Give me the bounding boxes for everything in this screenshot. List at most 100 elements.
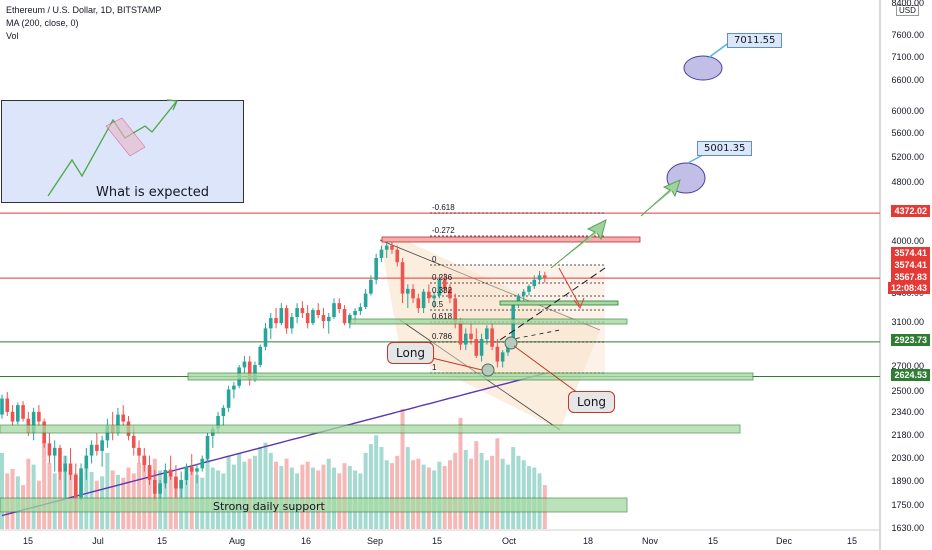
price-tick: 8400.00 <box>891 0 924 8</box>
candle-body <box>300 308 305 314</box>
candle-body <box>137 447 141 456</box>
descending-channel-fill <box>380 238 600 430</box>
price-tick: 4800.00 <box>891 177 924 188</box>
candle-body <box>174 476 178 489</box>
candle-body <box>363 293 368 308</box>
fib-level-label: 0.236 <box>432 273 453 282</box>
candle-body <box>437 279 442 296</box>
volume-bar <box>242 461 247 529</box>
volume-bar <box>442 466 447 529</box>
candle-body <box>311 310 315 324</box>
volume-bar <box>237 452 242 529</box>
price-tick: 2180.00 <box>891 429 924 440</box>
candle-body <box>279 308 284 324</box>
long-label-2: Long <box>568 391 616 413</box>
volume-bar <box>495 438 500 529</box>
volume-bar <box>521 460 526 529</box>
candle-body <box>0 398 4 415</box>
candle-body <box>189 466 194 472</box>
volume-bar <box>84 466 89 529</box>
time-tick: Nov <box>641 536 659 546</box>
price-tick: 2500.00 <box>891 386 924 397</box>
volume-bar <box>469 458 474 529</box>
volume-bar <box>347 466 352 529</box>
candle-body <box>253 365 257 380</box>
candle-body <box>258 346 263 366</box>
candle-body <box>179 479 183 489</box>
drawings-layer <box>0 41 754 513</box>
volume-bar <box>147 466 152 529</box>
projection-line-2 <box>507 329 561 341</box>
candle-body <box>395 249 400 263</box>
candle-body <box>358 307 363 312</box>
fib-level-label: 0.5 <box>432 300 444 309</box>
touch-marker-1 <box>481 363 495 377</box>
volume-bar <box>384 460 389 529</box>
candle-body <box>543 275 547 279</box>
up-arrow-1 <box>550 219 607 269</box>
candle-body <box>458 323 463 345</box>
candle-body <box>490 328 494 347</box>
price-tick: 7100.00 <box>891 51 924 62</box>
candle-body <box>73 474 78 498</box>
candle-body <box>142 455 147 466</box>
time-tick: Sep <box>366 536 384 546</box>
volume-bar <box>453 452 458 529</box>
price-tick: 4000.00 <box>891 235 924 246</box>
long-label-1: Long <box>387 342 435 364</box>
volume-bar <box>263 442 268 529</box>
candle-body <box>495 346 500 362</box>
volume-bar <box>268 452 273 529</box>
price-label: 2923.73 <box>891 334 930 346</box>
candles-layer <box>0 239 547 512</box>
target-callout-7000: 7011.55 <box>727 33 783 48</box>
target-callout-5000: 5001.35 <box>697 141 753 156</box>
fib-level-label: 0.382 <box>432 286 453 295</box>
down-arrowhead <box>573 297 585 310</box>
ma-legend[interactable]: MA (200, close, 0) <box>6 18 79 28</box>
time-tick: 15 <box>431 536 443 546</box>
candle-body <box>31 411 36 433</box>
candle-body <box>16 405 20 422</box>
volume-bar <box>105 452 110 529</box>
volume-bar <box>42 441 47 529</box>
candle-body <box>321 315 326 322</box>
candle-body <box>463 333 468 345</box>
volume-legend[interactable]: Vol <box>6 31 19 41</box>
fib-level-label: 1 <box>432 363 437 372</box>
price-tick: 1890.00 <box>891 475 924 486</box>
volume-bar <box>31 464 36 529</box>
volume-bar <box>379 447 384 529</box>
candle-body <box>432 295 436 299</box>
fib-level-label: -0.272 <box>432 226 455 235</box>
volume-bar <box>142 455 147 529</box>
volume-bar <box>490 455 495 529</box>
candle-body <box>284 308 289 329</box>
candle-body <box>121 414 126 422</box>
volume-bar <box>279 466 284 529</box>
candle-body <box>226 389 231 408</box>
price-label: 4372.02 <box>891 205 930 217</box>
support-zone-2624 <box>187 372 754 381</box>
candle-body <box>469 333 473 340</box>
time-tick: Oct <box>501 536 517 546</box>
volume-bar <box>321 464 326 529</box>
price-label: 3574.41 <box>891 259 930 271</box>
strong-support-label: Strong daily support <box>213 500 325 513</box>
time-tick: Jul <box>92 536 104 546</box>
candle-body <box>369 279 373 294</box>
volume-bar <box>231 464 236 529</box>
currency-badge[interactable]: USD <box>896 5 919 16</box>
volume-bar <box>0 452 4 529</box>
price-label: 3567.83 <box>891 271 930 283</box>
candle-body <box>442 279 447 289</box>
volume-bar <box>458 417 463 529</box>
candle-body <box>37 411 41 422</box>
volume-bar <box>411 460 416 529</box>
candle-body <box>268 318 273 329</box>
fib-level-label: 0 <box>432 255 437 264</box>
volume-bar <box>484 460 489 529</box>
time-tick: 15 <box>707 536 719 546</box>
channel-upper-line <box>379 239 601 331</box>
